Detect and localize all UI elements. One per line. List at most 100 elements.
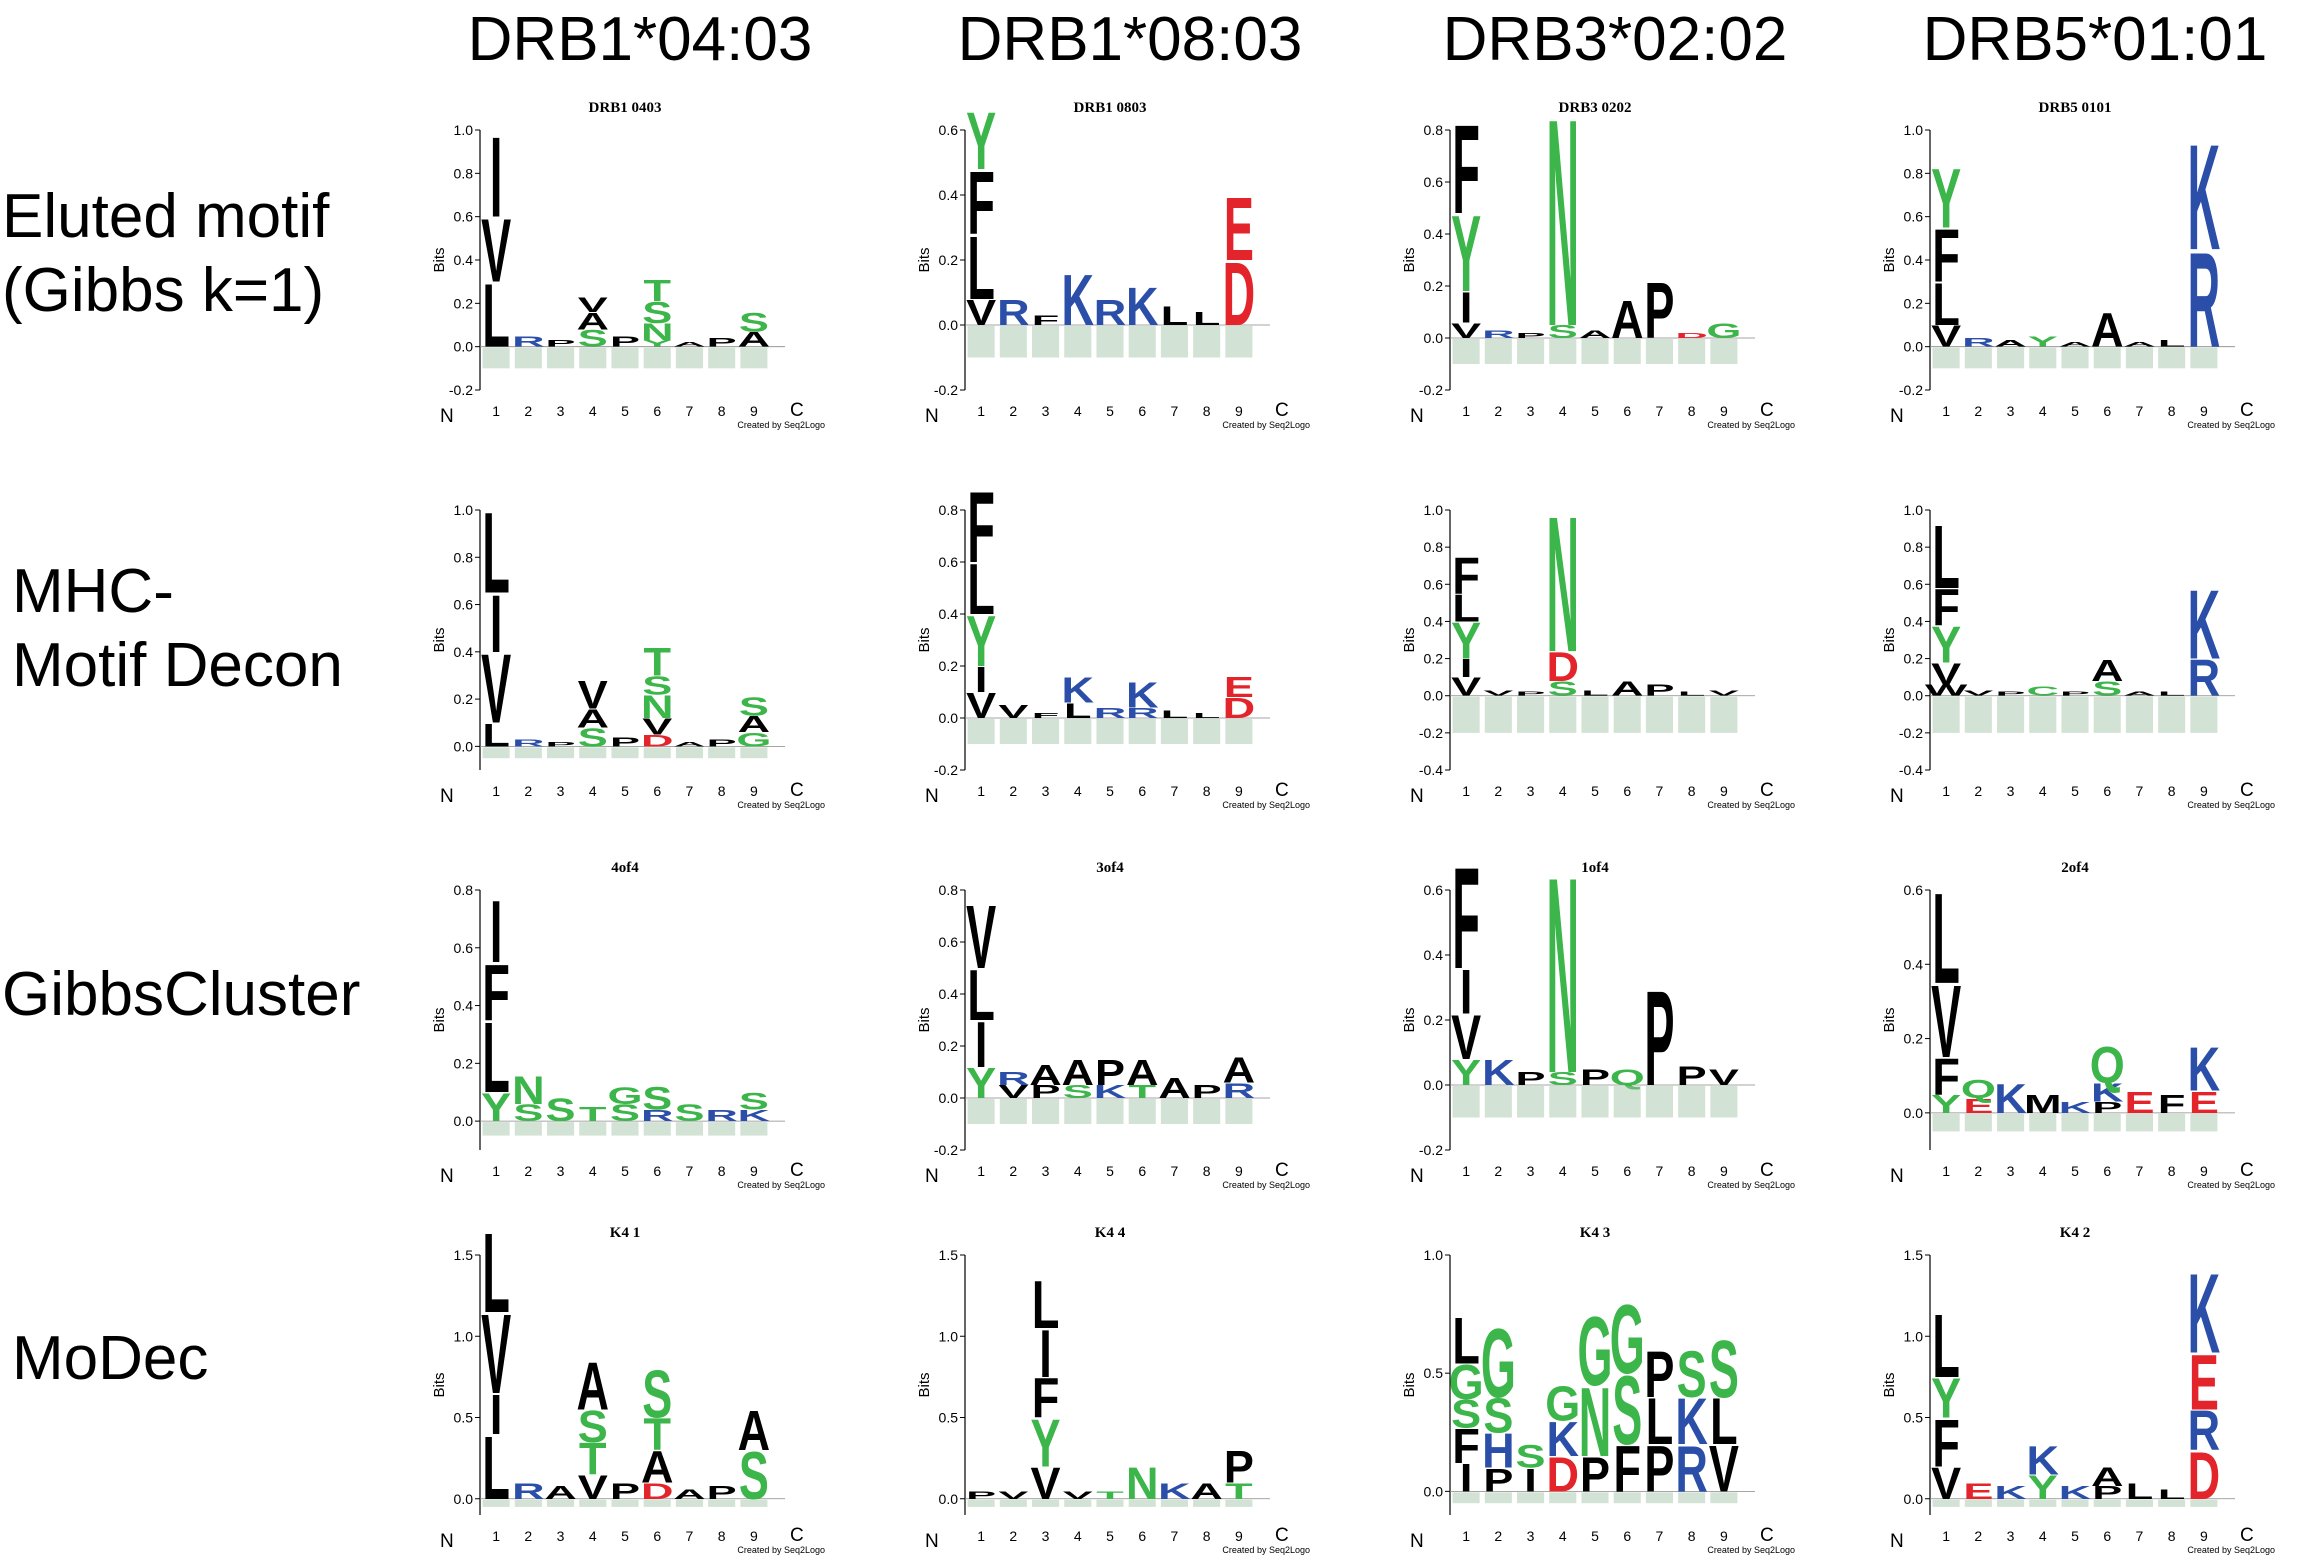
- logo-letter: F: [1032, 313, 1060, 328]
- position-label: 1: [1942, 783, 1950, 799]
- logo-letter: V: [1931, 657, 1961, 691]
- logo-letter: A: [1223, 1050, 1256, 1091]
- position-label: 9: [2200, 1163, 2208, 1179]
- logo-letter: T: [1096, 1488, 1124, 1501]
- y-axis-label: Bits: [916, 247, 933, 272]
- y-tick-label: 1.0: [1424, 502, 1444, 518]
- negative-stack-block: [1549, 1086, 1577, 1118]
- logo-letter: Y: [642, 339, 673, 349]
- negative-stack-block: [1096, 1099, 1124, 1124]
- y-axis-label: Bits: [1401, 247, 1418, 272]
- logo-letter: L: [1581, 689, 1609, 698]
- position-label: 7: [686, 1528, 694, 1544]
- negative-stack-block: [1549, 339, 1577, 364]
- y-tick-label: 0.6: [939, 934, 959, 950]
- n-terminus-label: N: [440, 1531, 454, 1552]
- logo-letter: P: [2092, 1483, 2122, 1503]
- position-label: 6: [2103, 1163, 2111, 1179]
- position-label: 1: [1942, 403, 1950, 419]
- logo-letter: K: [2188, 1251, 2221, 1377]
- negative-stack-block: [2125, 1499, 2153, 1507]
- y-tick-label: 0.0: [939, 1491, 959, 1507]
- credit-label: Created by Seq2Logo: [1707, 420, 1795, 430]
- logo-letter: T: [643, 274, 670, 308]
- logo-letter: L: [1678, 691, 1706, 697]
- logo-letter: V: [1031, 1458, 1061, 1509]
- n-terminus-label: N: [1890, 786, 1904, 807]
- y-tick-label: 0.5: [939, 1410, 959, 1426]
- negative-stack-block: [2061, 347, 2089, 369]
- y-tick-label: 0.4: [939, 986, 959, 1002]
- logo-letter: L: [482, 1418, 510, 1519]
- logo-letter: V: [1931, 320, 1962, 354]
- logo-letter: K: [1126, 675, 1159, 716]
- negative-stack-block: [1128, 1499, 1156, 1507]
- logo-letter: F: [1032, 1367, 1059, 1430]
- position-label: 8: [2168, 1163, 2176, 1179]
- logo-title: 2of4: [2061, 860, 2089, 876]
- negative-stack-block: [2029, 347, 2057, 369]
- negative-stack-block: [611, 747, 639, 759]
- negative-stack-block: [1096, 1499, 1124, 1507]
- logo-letter: Y: [966, 1060, 996, 1108]
- logo-letter: L: [2158, 1487, 2186, 1502]
- negative-stack-block: [1452, 696, 1480, 733]
- negative-stack-block: [1064, 1099, 1092, 1124]
- position-label: 1: [1462, 783, 1470, 799]
- logo-letter: I: [975, 659, 988, 700]
- y-tick-label: 0.8: [1904, 539, 1924, 555]
- y-tick-label: 0.2: [939, 658, 959, 674]
- position-label: 5: [1106, 1528, 1114, 1544]
- position-label: 5: [1591, 1528, 1599, 1544]
- position-label: 8: [1203, 403, 1211, 419]
- negative-stack-block: [611, 347, 639, 369]
- c-terminus-label: C: [2240, 1160, 2254, 1181]
- position-label: 3: [1042, 1163, 1050, 1179]
- logo-letter: P: [610, 334, 640, 351]
- logo-letter: L: [1646, 1385, 1674, 1458]
- y-tick-label: 1.0: [454, 502, 474, 518]
- negative-stack-block: [2190, 1113, 2218, 1132]
- logo-letter: A: [2091, 1461, 2123, 1492]
- position-label: 7: [686, 403, 694, 419]
- logo-letter: K: [1126, 276, 1159, 337]
- logo-letter: D: [1223, 693, 1256, 725]
- logo-svg: 1.0 0.8 0.6 0.4 0.2 0.0 Bits 1 2 3 4 5 6 7 8 9 N CCreated…: [431, 490, 825, 810]
- logo-letter: K: [2188, 112, 2221, 281]
- logo-letter: K: [1482, 1052, 1515, 1093]
- negative-stack-block: [1645, 1492, 1673, 1504]
- position-label: 1: [492, 783, 500, 799]
- logo-letter: L: [1932, 507, 1960, 608]
- position-label: 2: [524, 403, 532, 419]
- position-label: 7: [1171, 1528, 1179, 1544]
- logo-letter: S: [642, 671, 672, 700]
- logo-letter: Y: [1931, 1367, 1961, 1430]
- logo-letter: T: [579, 1103, 607, 1125]
- logo-letter: D: [1547, 645, 1580, 691]
- y-tick-label: 0.2: [1904, 1031, 1924, 1047]
- logo-letter: S: [642, 296, 672, 330]
- logo-letter: Y: [1451, 193, 1481, 314]
- negative-stack-block: [579, 1499, 607, 1507]
- logo-letter: V: [1451, 673, 1482, 702]
- logo-svg: 0.8 0.6 0.4 0.2 0.0 -0.2 Bits 1 2 3 4 5 6 7 8 9 N CCreate…: [916, 470, 1310, 810]
- logo-letter: V: [1063, 1488, 1093, 1501]
- position-label: 8: [2168, 1528, 2176, 1544]
- logo-letter: P: [1224, 1441, 1254, 1492]
- position-label: 7: [1171, 1163, 1179, 1179]
- logo-letter: F: [1932, 1048, 1960, 1106]
- logo-letter: V: [1931, 964, 1961, 1079]
- position-label: 8: [1203, 1528, 1211, 1544]
- position-label: 8: [718, 1528, 726, 1544]
- negative-stack-block: [2190, 347, 2218, 369]
- logo-letter: N: [1126, 1458, 1159, 1509]
- position-label: 5: [621, 783, 629, 799]
- y-tick-label: 0.2: [454, 1055, 474, 1071]
- negative-stack-block: [1064, 326, 1092, 358]
- negative-stack-block: [1452, 1086, 1480, 1118]
- negative-stack-block: [1032, 326, 1060, 358]
- y-tick-label: 0.0: [939, 1090, 959, 1106]
- y-tick-label: 0.4: [1424, 947, 1444, 963]
- logo-letter: P: [1483, 1462, 1513, 1499]
- negative-stack-block: [547, 1499, 575, 1507]
